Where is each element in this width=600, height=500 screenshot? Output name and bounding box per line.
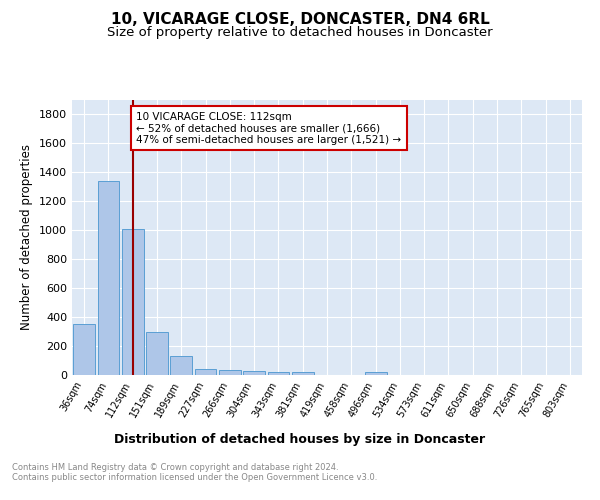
Bar bbox=[194, 369, 217, 375]
Bar bbox=[170, 356, 192, 375]
Bar bbox=[146, 332, 168, 375]
Text: Size of property relative to detached houses in Doncaster: Size of property relative to detached ho… bbox=[107, 26, 493, 39]
Bar bbox=[73, 324, 95, 375]
Text: 10 VICARAGE CLOSE: 112sqm
← 52% of detached houses are smaller (1,666)
47% of se: 10 VICARAGE CLOSE: 112sqm ← 52% of detac… bbox=[136, 112, 401, 145]
Y-axis label: Number of detached properties: Number of detached properties bbox=[20, 144, 34, 330]
Text: Contains HM Land Registry data © Crown copyright and database right 2024.
Contai: Contains HM Land Registry data © Crown c… bbox=[12, 462, 377, 482]
Bar bbox=[365, 372, 386, 375]
Bar bbox=[243, 370, 265, 375]
Bar bbox=[219, 370, 241, 375]
Bar bbox=[97, 181, 119, 375]
Text: Distribution of detached houses by size in Doncaster: Distribution of detached houses by size … bbox=[115, 432, 485, 446]
Bar bbox=[122, 229, 143, 375]
Bar bbox=[292, 372, 314, 375]
Text: 10, VICARAGE CLOSE, DONCASTER, DN4 6RL: 10, VICARAGE CLOSE, DONCASTER, DN4 6RL bbox=[110, 12, 490, 28]
Bar bbox=[268, 372, 289, 375]
